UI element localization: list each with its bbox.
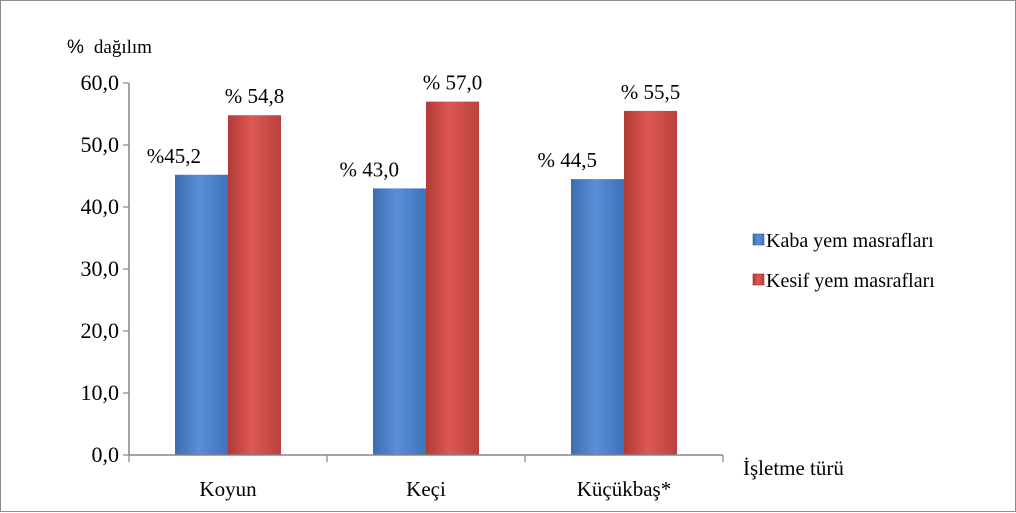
legend: Kaba yem masrafları Kesif yem masrafları	[752, 230, 935, 292]
category-label: Keçi	[406, 477, 446, 501]
y-tick-label: 40,0	[81, 194, 120, 219]
data-label: % 54,8	[225, 84, 285, 108]
axes	[123, 82, 724, 462]
data-label: % 44,5	[538, 148, 598, 172]
y-tick-label: 10,0	[81, 380, 120, 405]
y-axis-title-text: dağılım	[94, 37, 152, 58]
x-axis-title: İşletme türü	[743, 456, 844, 480]
category-label: Küçükbaş*	[577, 477, 671, 501]
bar-kesif-1	[228, 115, 281, 456]
bars	[175, 101, 677, 456]
y-tick-label: 20,0	[81, 318, 120, 343]
data-label: %45,2	[147, 144, 201, 168]
data-label: % 55,5	[621, 80, 681, 104]
y-axis-ticks: 0,0 10,0 20,0 30,0 40,0 50,0 60,0	[81, 70, 120, 467]
y-tick-label: 60,0	[81, 70, 120, 95]
y-tick-label: 30,0	[81, 256, 120, 281]
legend-swatch	[752, 233, 765, 246]
y-axis-title-prefix: %	[67, 37, 84, 58]
y-tick-label: 0,0	[92, 442, 120, 467]
legend-swatch	[752, 273, 765, 286]
bar-kaba-1	[175, 174, 228, 455]
y-tick-label: 50,0	[81, 132, 120, 157]
y-axis-title: % dağılım	[67, 37, 152, 58]
x-axis-categories: Koyun Keçi Küçükbaş*	[199, 477, 671, 501]
bar-kesif-2	[426, 101, 479, 455]
legend-label: Kaba yem masrafları	[766, 230, 934, 252]
category-label: Koyun	[199, 477, 257, 501]
bar-kaba-3	[571, 179, 624, 455]
bar-kesif-3	[624, 110, 677, 456]
data-label: % 43,0	[340, 157, 400, 181]
data-label: % 57,0	[423, 71, 483, 95]
bar-kaba-2	[373, 188, 426, 455]
data-labels: %45,2 % 54,8 % 43,0 % 57,0 % 44,5 % 55,5	[147, 71, 681, 182]
legend-label: Kesif yem masrafları	[766, 270, 935, 292]
